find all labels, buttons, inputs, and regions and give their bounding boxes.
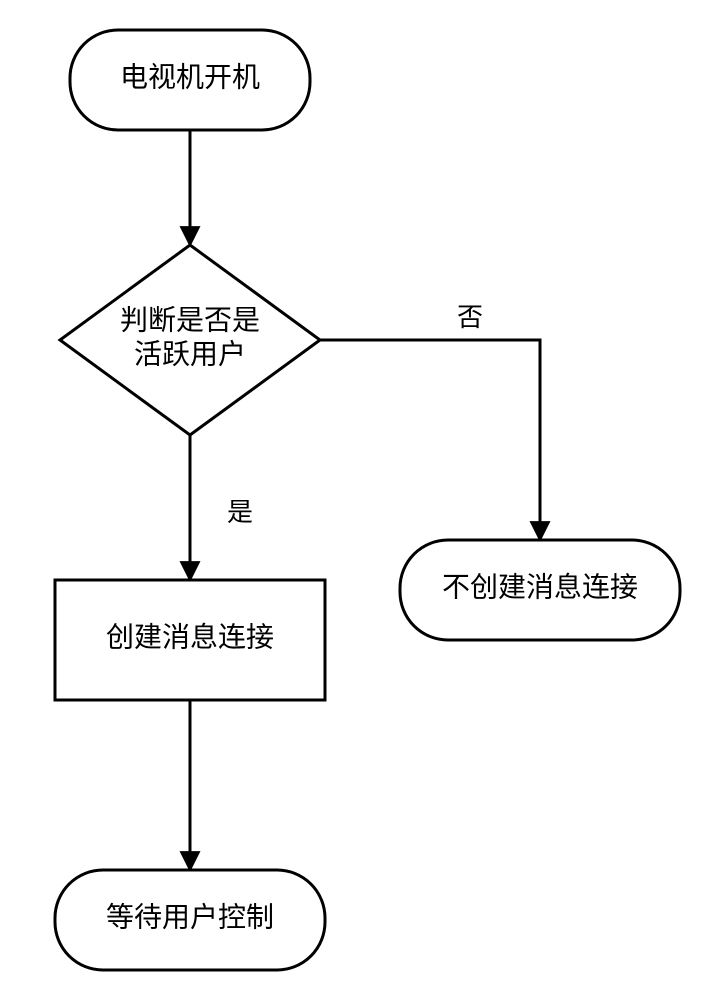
edge-decision-nocreate bbox=[320, 340, 540, 540]
node-label-decision-line1: 活跃用户 bbox=[134, 338, 246, 370]
node-nocreate: 不创建消息连接 bbox=[400, 540, 680, 640]
node-label-start: 电视机开机 bbox=[120, 61, 260, 93]
edge-label-decision-create: 是 bbox=[227, 498, 253, 527]
node-label-wait: 等待用户控制 bbox=[106, 901, 274, 933]
node-decision: 判断是否是活跃用户 bbox=[60, 245, 320, 435]
flowchart-canvas: 是 否 电视机开机判断是否是活跃用户创建消息连接 不创建消息连接等待用户控制 bbox=[0, 0, 716, 1000]
node-label-decision-line0: 判断是否是 bbox=[120, 304, 260, 336]
node-create: 创建消息连接 bbox=[55, 580, 325, 700]
node-label-create: 创建消息连接 bbox=[106, 621, 274, 653]
node-start: 电视机开机 bbox=[70, 30, 310, 130]
node-wait: 等待用户控制 bbox=[55, 870, 325, 970]
edge-label-decision-nocreate: 否 bbox=[457, 303, 483, 332]
node-label-nocreate: 不创建消息连接 bbox=[442, 571, 638, 603]
